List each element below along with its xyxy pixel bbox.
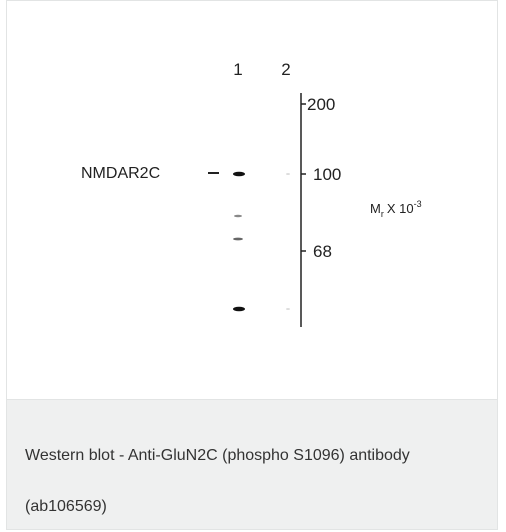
- mass-unit-exponent: -3: [414, 199, 422, 209]
- caption-box: Western blot - Anti-GluN2C (phospho S109…: [7, 400, 497, 529]
- mass-unit-subscript: r: [381, 209, 384, 219]
- caption: Western blot - Anti-GluN2C (phospho S109…: [25, 430, 465, 532]
- band: [233, 238, 243, 241]
- mass-unit-multiplier: X 10: [387, 201, 414, 216]
- marker-label: 200: [307, 95, 335, 114]
- marker-label: 100: [313, 165, 341, 184]
- band: [286, 173, 290, 175]
- mass-unit-symbol: M: [370, 201, 381, 216]
- band: [233, 172, 245, 177]
- band-label: NMDAR2C: [81, 165, 160, 182]
- lane-label: 1: [233, 60, 242, 79]
- band: [233, 307, 245, 312]
- lane-label: 2: [281, 60, 290, 79]
- band: [286, 308, 290, 310]
- band: [234, 215, 242, 218]
- marker-label: 68: [313, 242, 332, 261]
